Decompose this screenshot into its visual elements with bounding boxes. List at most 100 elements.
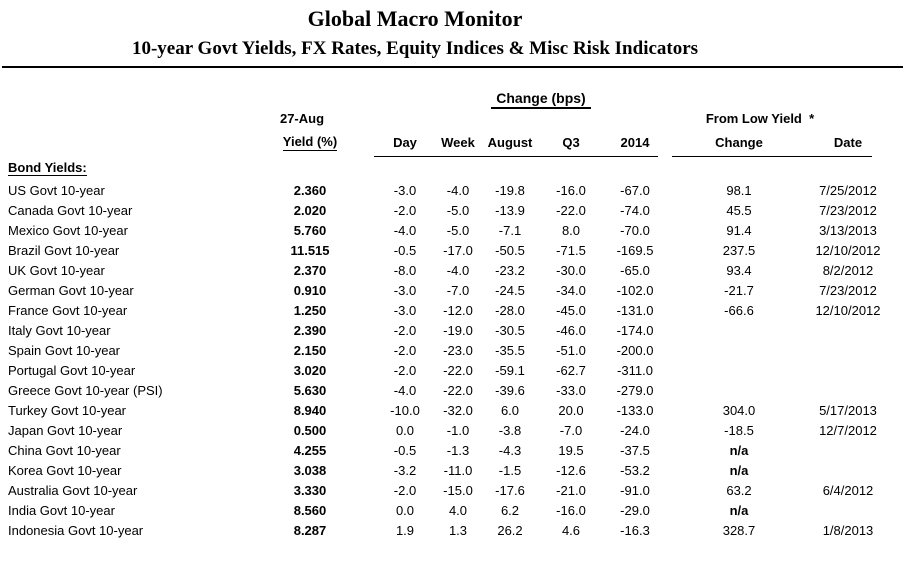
cell-yield: 1.250	[293, 302, 327, 318]
cell-low-date: 1/8/2013	[822, 522, 874, 538]
cell-yield: 3.020	[293, 362, 327, 378]
cell-change-2014: -16.3	[620, 522, 650, 538]
cell-low-change: -21.7	[724, 282, 754, 298]
cell-change-2014: -53.2	[620, 462, 650, 478]
cell-change-2014: -24.0	[620, 422, 650, 438]
cell-country: Portugal Govt 10-year	[8, 362, 136, 378]
cell-low-date: 7/25/2012	[819, 182, 877, 198]
table-row: China Govt 10-year 4.255 -0.5 -1.3 -4.3 19.5 -…	[0, 440, 898, 460]
cell-yield: 2.150	[293, 342, 327, 358]
cell-change-day: -0.5	[393, 242, 417, 258]
cell-change-day: 1.9	[395, 522, 415, 538]
cell-yield: 2.020	[293, 202, 327, 218]
cell-change-august: -28.0	[495, 302, 525, 318]
cell-change-week: -5.0	[446, 222, 470, 238]
cell-low-change: 93.4	[726, 262, 752, 278]
bond-yields-table: US Govt 10-year 2.360 -3.0 -4.0 -19.8 -16.0 -6…	[0, 180, 898, 540]
cell-change-week: -4.0	[446, 182, 470, 198]
cell-change-week: -15.0	[443, 482, 473, 498]
cell-low-change: n/a	[729, 462, 749, 478]
section-bond-yields: Bond Yields:	[8, 160, 87, 176]
cell-change-day: -2.0	[393, 322, 417, 338]
cell-change-day: -3.0	[393, 282, 417, 298]
table-row: UK Govt 10-year 2.370 -8.0 -4.0 -23.2 -30.0 -6…	[0, 260, 898, 280]
cell-change-2014: -65.0	[620, 262, 650, 278]
cell-low-date: 6/4/2012	[822, 482, 874, 498]
cell-change-week: -22.0	[443, 362, 473, 378]
cell-country: Japan Govt 10-year	[8, 422, 123, 438]
cell-yield: 4.255	[293, 442, 327, 458]
table-row: Portugal Govt 10-year 3.020 -2.0 -22.0 -59.1…	[0, 360, 898, 380]
cell-country: Australia Govt 10-year	[8, 482, 138, 498]
table-row: France Govt 10-year 1.250 -3.0 -12.0 -28.0 -4…	[0, 300, 898, 320]
cell-change-q3: -16.0	[556, 182, 586, 198]
cell-country: India Govt 10-year	[8, 502, 115, 518]
cell-change-day: -0.5	[393, 442, 417, 458]
cell-change-q3: -62.7	[556, 362, 586, 378]
cell-change-q3: 8.0	[561, 222, 581, 238]
table-row: Japan Govt 10-year 0.500 0.0 -1.0 -3.8 -7.0 -2…	[0, 420, 898, 440]
cell-change-week: -23.0	[443, 342, 473, 358]
table-row: Brazil Govt 10-year 11.515 -0.5 -17.0 -50.5 -…	[0, 240, 898, 260]
cell-low-change: 98.1	[726, 182, 752, 198]
bond-yields-label: Bond Yields:	[8, 160, 87, 176]
cell-change-august: -23.2	[495, 262, 525, 278]
cell-change-2014: -91.0	[620, 482, 650, 498]
cell-change-q3: -7.0	[559, 422, 583, 438]
cell-change-2014: -169.5	[616, 242, 654, 258]
cell-low-date: 8/2/2012	[822, 262, 874, 278]
page-title: Global Macro Monitor	[307, 6, 523, 31]
cell-country: Greece Govt 10-year (PSI)	[8, 382, 163, 398]
cell-low-change: 91.4	[726, 222, 752, 238]
column-header-august: August	[487, 134, 533, 150]
cell-change-q3: -16.0	[556, 502, 586, 518]
cell-yield: 8.940	[293, 402, 327, 418]
cell-change-q3: -34.0	[556, 282, 586, 298]
column-header-day: Day	[393, 134, 417, 150]
cell-change-day: -4.0	[393, 222, 417, 238]
table-row: Australia Govt 10-year 3.330 -2.0 -15.0 -17.…	[0, 480, 898, 500]
cell-change-2014: -74.0	[620, 202, 650, 218]
cell-change-august: -30.5	[495, 322, 525, 338]
report-header: Global Macro Monitor 10-year Govt Yields…	[0, 4, 830, 62]
cell-change-q3: 19.5	[558, 442, 584, 458]
cell-change-week: -1.0	[446, 422, 470, 438]
cell-change-q3: -30.0	[556, 262, 586, 278]
header-divider	[2, 66, 903, 68]
cell-country: Italy Govt 10-year	[8, 322, 111, 338]
cell-low-date: 7/23/2012	[819, 202, 877, 218]
cell-change-august: 6.0	[500, 402, 520, 418]
cell-low-change: 328.7	[722, 522, 756, 538]
cell-change-week: -19.0	[443, 322, 473, 338]
cell-change-august: -24.5	[495, 282, 525, 298]
table-row: Mexico Govt 10-year 5.760 -4.0 -5.0 -7.1 8.0 -…	[0, 220, 898, 240]
change-bps-group-header: Change (bps)	[441, 90, 641, 109]
table-row: Italy Govt 10-year 2.390 -2.0 -19.0 -30.5 -46…	[0, 320, 898, 340]
cell-country: Mexico Govt 10-year	[8, 222, 128, 238]
table-row: Greece Govt 10-year (PSI) 5.630 -4.0 -22.0 -…	[0, 380, 898, 400]
cell-change-day: -3.0	[393, 302, 417, 318]
cell-low-date: 12/10/2012	[815, 302, 881, 318]
cell-change-august: -35.5	[495, 342, 525, 358]
column-header-low-date: Date	[833, 134, 863, 150]
table-row: US Govt 10-year 2.360 -3.0 -4.0 -19.8 -16.0 -6…	[0, 180, 898, 200]
cell-change-week: 4.0	[448, 502, 468, 518]
cell-yield: 3.038	[293, 462, 327, 478]
cell-change-august: 26.2	[497, 522, 523, 538]
cell-change-week: -4.0	[446, 262, 470, 278]
table-row: India Govt 10-year 8.560 0.0 4.0 6.2 -16.0 -29…	[0, 500, 898, 520]
cell-change-day: -2.0	[393, 482, 417, 498]
cell-low-change: -66.6	[724, 302, 754, 318]
cell-change-august: -13.9	[495, 202, 525, 218]
column-header-2014: 2014	[620, 134, 650, 150]
cell-yield: 2.360	[293, 182, 327, 198]
cell-low-date: 7/23/2012	[819, 282, 877, 298]
table-row: Indonesia Govt 10-year 8.287 1.9 1.3 26.2 4.6…	[0, 520, 898, 540]
cell-change-august: -17.6	[495, 482, 525, 498]
cell-change-day: -3.0	[393, 182, 417, 198]
cell-low-change: n/a	[729, 502, 749, 518]
cell-change-august: -7.1	[498, 222, 522, 238]
cell-country: German Govt 10-year	[8, 282, 134, 298]
cell-change-week: -11.0	[443, 462, 473, 478]
